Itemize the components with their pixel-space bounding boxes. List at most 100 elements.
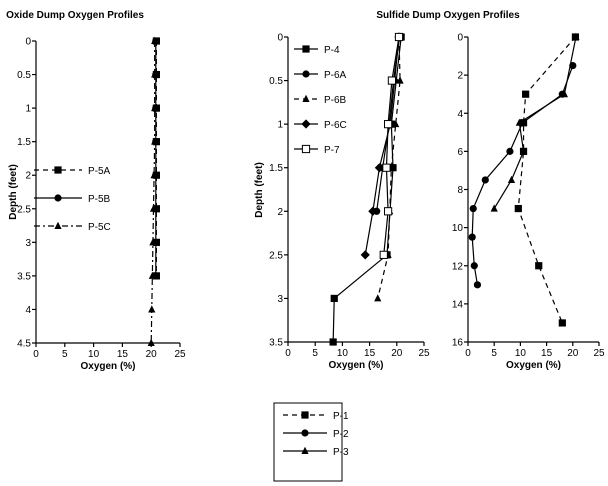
data-point	[387, 76, 397, 85]
x-tick-label: 5	[62, 349, 68, 360]
legend-label: P-3	[333, 447, 349, 458]
legend-marker	[302, 70, 310, 78]
y-tick-label: 0	[457, 33, 463, 44]
data-point	[383, 120, 393, 129]
legend-marker	[301, 119, 311, 129]
y-tick-label: 12	[452, 261, 464, 272]
series-P-7	[379, 32, 404, 259]
data-point	[379, 250, 388, 259]
y-tick-label: 10	[452, 223, 464, 234]
y-tick-label: 4	[25, 305, 31, 316]
sulfide-title: Sulfide Dump Oxygen Profiles	[376, 10, 520, 21]
data-point	[519, 147, 528, 155]
data-point	[383, 207, 393, 216]
data-point	[507, 175, 516, 183]
data-point	[360, 250, 370, 260]
y-tick-label: 4	[457, 109, 463, 120]
data-point	[558, 319, 566, 327]
x-tick-label: 10	[88, 349, 100, 360]
data-point	[572, 32, 580, 40]
legend-label: P-4	[324, 45, 340, 56]
y-tick-label: 2	[277, 207, 283, 218]
x-tick-label: 15	[541, 348, 553, 359]
x-tick-label: 10	[515, 348, 527, 359]
y-tick-label: 3.5	[17, 271, 31, 282]
x-tick-label: 15	[117, 349, 129, 360]
y-tick-label: 0.5	[269, 76, 283, 87]
legend-marker	[301, 411, 309, 419]
y-tick-label: 16	[452, 338, 464, 349]
y-axis-label: Depth (feet)	[8, 164, 19, 220]
series-P-3	[490, 32, 580, 212]
x-axis-label: Oxygen (%)	[328, 360, 383, 371]
y-tick-label: 2	[25, 171, 31, 182]
legend-marker	[54, 221, 62, 229]
data-point	[329, 338, 337, 346]
data-point	[560, 89, 569, 98]
legend-label: P-5C	[88, 222, 111, 233]
x-axis-label: Oxygen (%)	[506, 360, 561, 371]
data-point	[382, 163, 391, 172]
data-point	[149, 238, 157, 246]
data-point	[535, 262, 543, 270]
legend-marker	[301, 429, 309, 437]
y-tick-label: 3.5	[269, 338, 283, 349]
y-axis-label: Depth (feet)	[254, 162, 265, 218]
x-tick-label: 5	[491, 348, 497, 359]
y-tick-label: 6	[457, 147, 463, 158]
legend-marker	[302, 45, 310, 53]
legend: P-4 P-6A P-6B P-6C P-7	[294, 45, 347, 156]
data-point	[151, 36, 159, 44]
legend-marker	[302, 94, 310, 102]
data-point	[473, 281, 482, 289]
y-tick-label: 1	[277, 120, 283, 131]
data-point	[374, 163, 384, 173]
data-point	[368, 206, 378, 216]
data-point	[522, 90, 530, 98]
data-point	[149, 204, 158, 212]
data-point	[490, 204, 498, 212]
data-point	[151, 70, 159, 78]
legend-marker	[301, 446, 309, 454]
series-line	[150, 41, 156, 344]
x-tick-label: 5	[312, 348, 318, 359]
legend-marker	[54, 166, 62, 174]
legend-label: P-6B	[324, 95, 347, 106]
y-tick-label: 1.5	[269, 163, 283, 174]
data-point	[469, 204, 477, 213]
data-point	[330, 294, 338, 303]
x-tick-label: 25	[174, 349, 186, 360]
data-point	[148, 271, 156, 279]
legend-label: P-1	[333, 411, 349, 422]
data-point	[394, 32, 404, 42]
legend-label: P-6A	[324, 70, 347, 81]
y-tick-label: 3	[25, 238, 31, 249]
x-tick-label: 25	[418, 348, 430, 359]
data-point	[151, 137, 159, 145]
data-point	[396, 76, 404, 84]
legend-label: P-5A	[88, 166, 111, 177]
data-point	[506, 147, 514, 155]
legend-label: P-6C	[324, 120, 347, 131]
y-tick-label: 1.5	[17, 137, 31, 148]
y-tick-label: 3	[277, 294, 283, 305]
data-point	[470, 262, 478, 270]
y-tick-label: 2	[457, 71, 463, 82]
legend: P-5A P-5B P-5C	[34, 166, 111, 233]
y-tick-label: 4.5	[17, 339, 31, 350]
series-line	[493, 36, 577, 209]
data-point	[392, 119, 400, 128]
x-tick-label: 20	[391, 348, 403, 359]
legend-marker	[301, 144, 311, 154]
legend-label: P-7	[324, 145, 340, 156]
x-axis-label: Oxygen (%)	[80, 361, 135, 372]
data-point	[515, 118, 523, 126]
series-P-5C	[147, 36, 159, 346]
series-P-6C	[360, 32, 404, 260]
data-point	[147, 338, 155, 346]
data-point	[468, 233, 476, 241]
data-point	[150, 171, 158, 179]
